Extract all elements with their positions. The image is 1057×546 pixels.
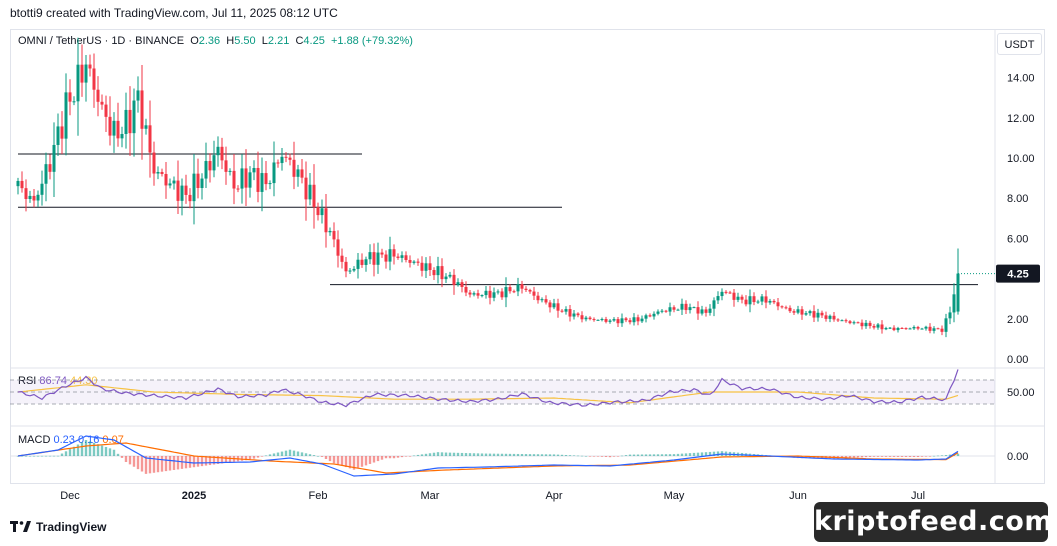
x-tick-label: Apr: [545, 490, 562, 502]
x-tick-label: May: [664, 490, 685, 502]
close-value: 4.25: [303, 35, 325, 47]
watermark: kriptofeed.com: [814, 502, 1052, 542]
close-label: C: [295, 35, 304, 47]
tradingview-brand[interactable]: TradingView: [10, 520, 106, 534]
x-tick-label: Mar: [421, 490, 440, 502]
low-label: L: [261, 35, 268, 47]
rsi-ma-value: 44.30: [70, 375, 98, 387]
change-value: +1.88 (+79.32%): [330, 35, 413, 47]
tradingview-brand-name: TradingView: [36, 520, 107, 534]
open-label: O: [190, 35, 199, 47]
symbol-name[interactable]: OMNI / TetherUS · 1D · BINANCE: [18, 35, 185, 47]
x-tick-label: Jul: [911, 490, 925, 502]
x-tick-label: Jun: [789, 490, 807, 502]
macd-legend[interactable]: MACD 0.23 0.16 0.07: [18, 434, 124, 446]
symbol-legend: OMNI / TetherUS · 1D · BINANCE O2.36 H5.…: [18, 35, 413, 47]
currency-unit-button[interactable]: USDT: [997, 33, 1042, 55]
high-value: 5.50: [234, 35, 256, 47]
attribution: btotti9 created with TradingView.com, Ju…: [10, 6, 338, 20]
macd-label: MACD: [18, 434, 51, 446]
signal-value: 0.16: [77, 434, 100, 446]
rsi-label: RSI: [18, 375, 37, 387]
histogram-value: 0.07: [102, 434, 124, 446]
macd-value: 0.23: [53, 434, 75, 446]
tradingview-logo-icon: [10, 521, 31, 532]
rsi-value: 86.74: [39, 375, 67, 387]
chart-frame: [10, 29, 1045, 484]
x-tick-label: Dec: [60, 490, 80, 502]
low-value: 2.21: [267, 35, 290, 47]
open-value: 2.36: [198, 35, 221, 47]
high-label: H: [226, 35, 235, 47]
rsi-legend[interactable]: RSI 86.74 44.30: [18, 375, 98, 387]
x-tick-label: Feb: [309, 490, 328, 502]
x-tick-label: 2025: [182, 490, 206, 502]
